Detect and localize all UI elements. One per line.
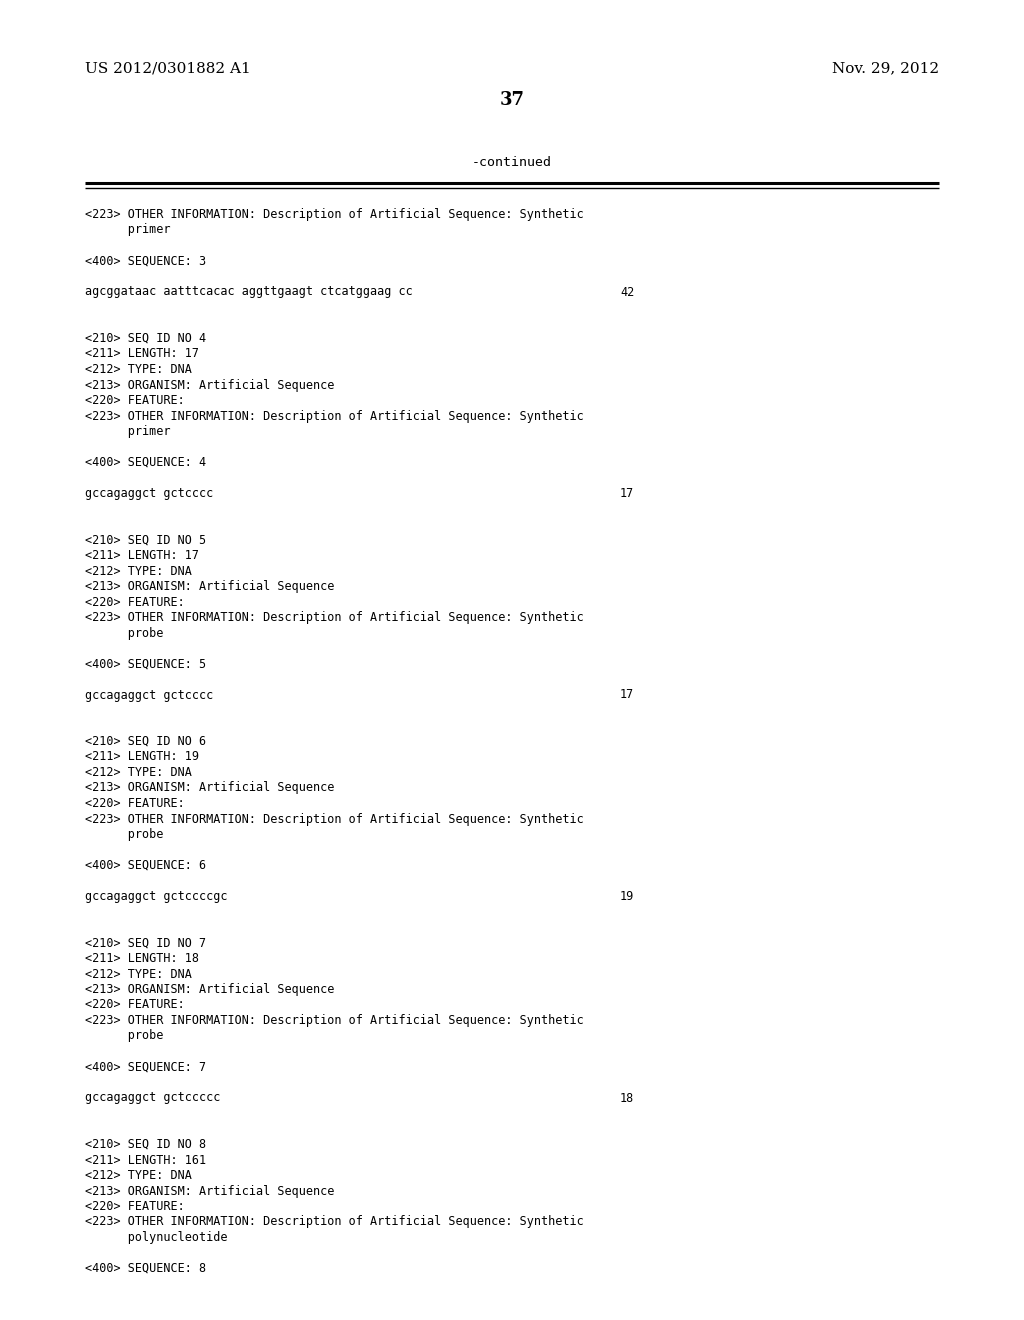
Text: <212> TYPE: DNA: <212> TYPE: DNA [85,363,191,376]
Text: <211> LENGTH: 161: <211> LENGTH: 161 [85,1154,206,1167]
Text: probe: probe [85,627,164,639]
Text: <213> ORGANISM: Artificial Sequence: <213> ORGANISM: Artificial Sequence [85,1184,335,1197]
Text: -continued: -continued [472,157,552,169]
Text: 17: 17 [620,689,634,701]
Text: <400> SEQUENCE: 6: <400> SEQUENCE: 6 [85,859,206,873]
Text: gccagaggct gctccccgc: gccagaggct gctccccgc [85,890,227,903]
Text: <212> TYPE: DNA: <212> TYPE: DNA [85,766,191,779]
Text: <210> SEQ ID NO 4: <210> SEQ ID NO 4 [85,333,206,345]
Text: <210> SEQ ID NO 5: <210> SEQ ID NO 5 [85,533,206,546]
Text: <400> SEQUENCE: 5: <400> SEQUENCE: 5 [85,657,206,671]
Text: US 2012/0301882 A1: US 2012/0301882 A1 [85,61,251,75]
Text: gccagaggct gctcccc: gccagaggct gctcccc [85,487,213,500]
Text: agcggataac aatttcacac aggttgaagt ctcatggaag cc: agcggataac aatttcacac aggttgaagt ctcatgg… [85,285,413,298]
Text: <211> LENGTH: 18: <211> LENGTH: 18 [85,952,199,965]
Text: <223> OTHER INFORMATION: Description of Artificial Sequence: Synthetic: <223> OTHER INFORMATION: Description of … [85,1216,584,1229]
Text: <213> ORGANISM: Artificial Sequence: <213> ORGANISM: Artificial Sequence [85,983,335,997]
Text: 17: 17 [620,487,634,500]
Text: <220> FEATURE:: <220> FEATURE: [85,797,184,810]
Text: <223> OTHER INFORMATION: Description of Artificial Sequence: Synthetic: <223> OTHER INFORMATION: Description of … [85,813,584,825]
Text: <211> LENGTH: 19: <211> LENGTH: 19 [85,751,199,763]
Text: <400> SEQUENCE: 7: <400> SEQUENCE: 7 [85,1060,206,1073]
Text: primer: primer [85,223,171,236]
Text: <400> SEQUENCE: 3: <400> SEQUENCE: 3 [85,255,206,268]
Text: probe: probe [85,1030,164,1043]
Text: <400> SEQUENCE: 8: <400> SEQUENCE: 8 [85,1262,206,1275]
Text: <212> TYPE: DNA: <212> TYPE: DNA [85,1170,191,1181]
Text: <220> FEATURE:: <220> FEATURE: [85,1200,184,1213]
Text: <213> ORGANISM: Artificial Sequence: <213> ORGANISM: Artificial Sequence [85,579,335,593]
Text: 37: 37 [500,91,524,110]
Text: <212> TYPE: DNA: <212> TYPE: DNA [85,968,191,981]
Text: 42: 42 [620,285,634,298]
Text: polynucleotide: polynucleotide [85,1232,227,1243]
Text: <210> SEQ ID NO 6: <210> SEQ ID NO 6 [85,735,206,748]
Text: <223> OTHER INFORMATION: Description of Artificial Sequence: Synthetic: <223> OTHER INFORMATION: Description of … [85,1014,584,1027]
Text: <210> SEQ ID NO 7: <210> SEQ ID NO 7 [85,936,206,949]
Text: <223> OTHER INFORMATION: Description of Artificial Sequence: Synthetic: <223> OTHER INFORMATION: Description of … [85,409,584,422]
Text: <213> ORGANISM: Artificial Sequence: <213> ORGANISM: Artificial Sequence [85,379,335,392]
Text: <212> TYPE: DNA: <212> TYPE: DNA [85,565,191,578]
Text: <400> SEQUENCE: 4: <400> SEQUENCE: 4 [85,455,206,469]
Text: Nov. 29, 2012: Nov. 29, 2012 [831,61,939,75]
Text: <220> FEATURE:: <220> FEATURE: [85,393,184,407]
Text: gccagaggct gctcccc: gccagaggct gctcccc [85,689,213,701]
Text: <220> FEATURE:: <220> FEATURE: [85,998,184,1011]
Text: <211> LENGTH: 17: <211> LENGTH: 17 [85,347,199,360]
Text: <223> OTHER INFORMATION: Description of Artificial Sequence: Synthetic: <223> OTHER INFORMATION: Description of … [85,209,584,220]
Text: <210> SEQ ID NO 8: <210> SEQ ID NO 8 [85,1138,206,1151]
Text: <223> OTHER INFORMATION: Description of Artificial Sequence: Synthetic: <223> OTHER INFORMATION: Description of … [85,611,584,624]
Text: primer: primer [85,425,171,438]
Text: gccagaggct gctccccc: gccagaggct gctccccc [85,1092,220,1105]
Text: 18: 18 [620,1092,634,1105]
Text: probe: probe [85,828,164,841]
Text: <220> FEATURE:: <220> FEATURE: [85,595,184,609]
Text: <211> LENGTH: 17: <211> LENGTH: 17 [85,549,199,562]
Text: 19: 19 [620,890,634,903]
Text: <213> ORGANISM: Artificial Sequence: <213> ORGANISM: Artificial Sequence [85,781,335,795]
